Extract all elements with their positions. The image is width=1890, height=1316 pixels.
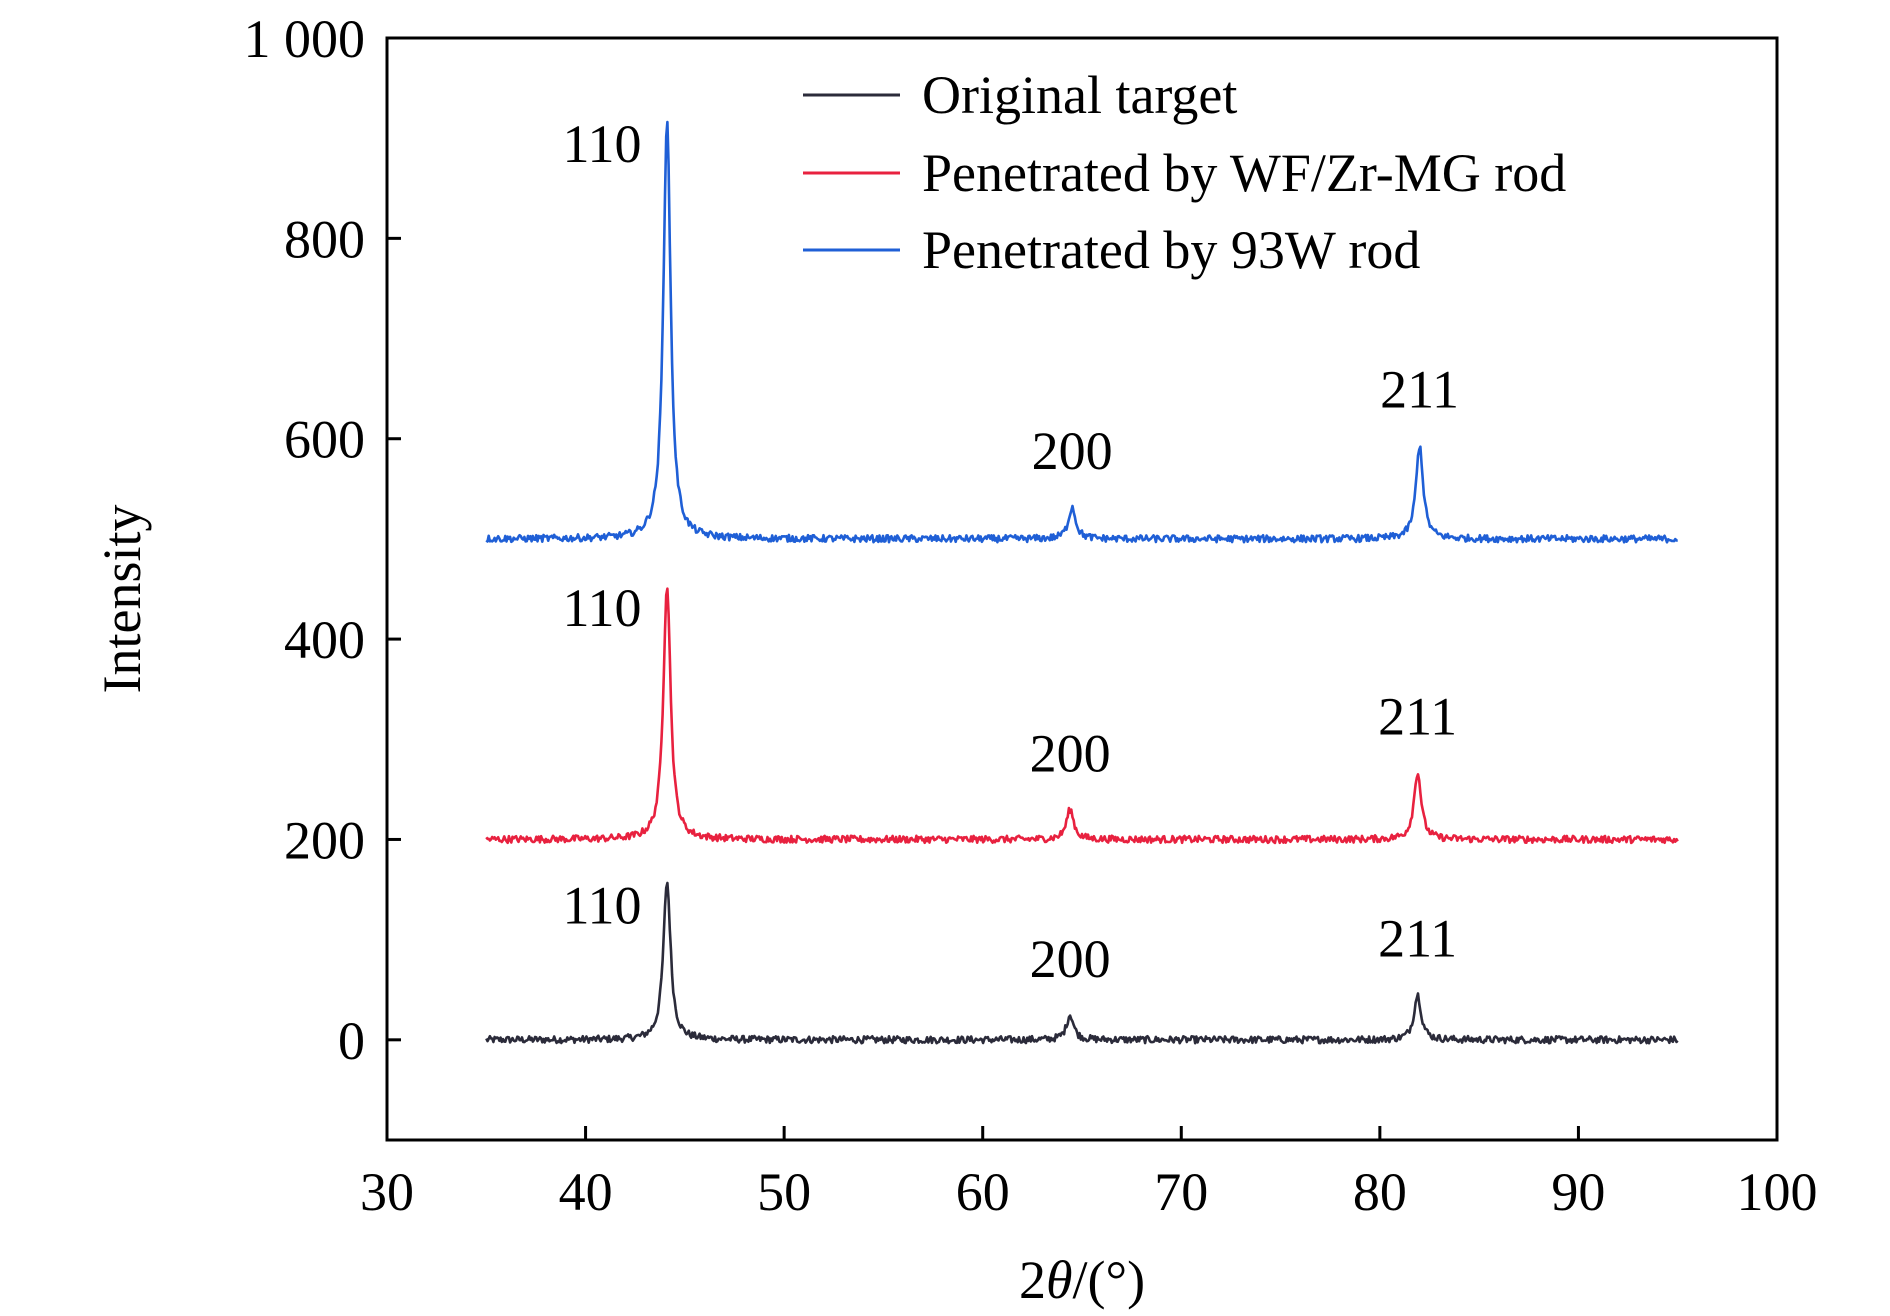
legend: Original target Penetrated by WF/Zr-MG ro… — [803, 65, 1566, 280]
x-tick-label: 30 — [360, 1162, 414, 1222]
peak-label-200: 200 — [1032, 421, 1113, 481]
x-axis: 30 40 50 60 70 80 90 100 — [360, 1126, 1818, 1222]
series-line-2 — [485, 587, 1679, 845]
legend-label-1: Original target — [922, 65, 1237, 125]
x-tick-label: 60 — [956, 1162, 1010, 1222]
x-axis-title-prefix: 2 — [1019, 1250, 1046, 1310]
peak-label-200: 200 — [1030, 929, 1111, 989]
x-axis-title: 2θ/(°) — [1019, 1250, 1145, 1310]
series-line-3 — [485, 120, 1678, 544]
x-tick-label: 40 — [559, 1162, 613, 1222]
y-tick-label: 200 — [284, 810, 365, 870]
peak-label-110: 110 — [562, 114, 641, 174]
x-tick-label: 90 — [1551, 1162, 1605, 1222]
y-axis: 0 200 400 600 800 1 000 — [244, 9, 401, 1071]
peak-label-211: 211 — [1380, 360, 1459, 420]
y-tick-label: 800 — [284, 209, 365, 269]
x-axis-title-suffix: /(°) — [1072, 1250, 1145, 1310]
y-tick-label: 0 — [338, 1011, 365, 1071]
x-tick-label: 80 — [1353, 1162, 1407, 1222]
x-axis-title-theta: θ — [1046, 1250, 1073, 1310]
legend-label-2: Penetrated by WF/Zr-MG rod — [922, 143, 1566, 203]
plot-frame — [385, 36, 1779, 1142]
y-tick-label: 400 — [284, 610, 365, 670]
x-tick-label: 70 — [1154, 1162, 1208, 1222]
x-tick-label: 50 — [757, 1162, 811, 1222]
series-line-1 — [485, 881, 1679, 1045]
peak-label-110: 110 — [562, 578, 641, 638]
peak-label-211: 211 — [1378, 909, 1457, 969]
peak-label-211: 211 — [1378, 686, 1457, 746]
y-tick-label: 600 — [284, 410, 365, 470]
y-axis-title: Intensity — [92, 505, 152, 694]
peak-label-200: 200 — [1030, 723, 1111, 783]
y-tick-label: 1 000 — [244, 9, 366, 69]
legend-label-3: Penetrated by 93W rod — [922, 220, 1420, 280]
x-tick-label: 100 — [1737, 1162, 1818, 1222]
peak-label-110: 110 — [562, 876, 641, 936]
peak-labels: 110 200 211 110 200 211 110 200 211 — [562, 114, 1459, 989]
series-group — [485, 120, 1679, 1045]
